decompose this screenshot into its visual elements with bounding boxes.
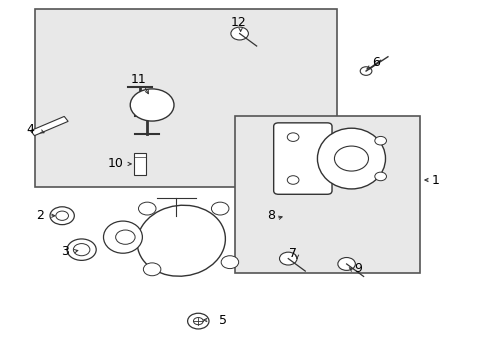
- Text: 8: 8: [267, 209, 275, 222]
- Text: 5: 5: [218, 314, 226, 327]
- Circle shape: [374, 172, 386, 181]
- Circle shape: [287, 176, 298, 184]
- Circle shape: [360, 67, 371, 75]
- Bar: [234, 116, 419, 273]
- Circle shape: [67, 239, 96, 260]
- Circle shape: [287, 133, 298, 141]
- FancyBboxPatch shape: [273, 123, 331, 194]
- Circle shape: [50, 207, 74, 225]
- Text: 10: 10: [107, 157, 123, 170]
- Ellipse shape: [137, 205, 225, 276]
- Circle shape: [143, 263, 161, 276]
- Circle shape: [56, 211, 68, 220]
- Text: 4: 4: [26, 123, 35, 136]
- Circle shape: [374, 136, 386, 145]
- Ellipse shape: [317, 128, 385, 189]
- Ellipse shape: [116, 230, 135, 244]
- Circle shape: [138, 202, 156, 215]
- Circle shape: [130, 89, 174, 121]
- Circle shape: [337, 257, 355, 270]
- Bar: [30, 116, 68, 136]
- Text: 12: 12: [230, 15, 246, 28]
- Ellipse shape: [334, 146, 368, 171]
- Text: 6: 6: [371, 55, 379, 69]
- Text: 2: 2: [36, 209, 44, 222]
- Circle shape: [73, 244, 90, 256]
- Ellipse shape: [103, 221, 142, 253]
- Circle shape: [221, 256, 238, 269]
- Circle shape: [211, 202, 228, 215]
- Circle shape: [187, 313, 208, 329]
- Bar: [134, 153, 145, 175]
- Text: 11: 11: [131, 73, 146, 86]
- Circle shape: [230, 27, 248, 40]
- Circle shape: [193, 318, 203, 325]
- Text: 7: 7: [288, 247, 297, 260]
- Text: 9: 9: [353, 262, 361, 275]
- Text: 1: 1: [431, 174, 439, 186]
- Text: 3: 3: [61, 245, 68, 258]
- Circle shape: [279, 252, 296, 265]
- Bar: [35, 9, 336, 187]
